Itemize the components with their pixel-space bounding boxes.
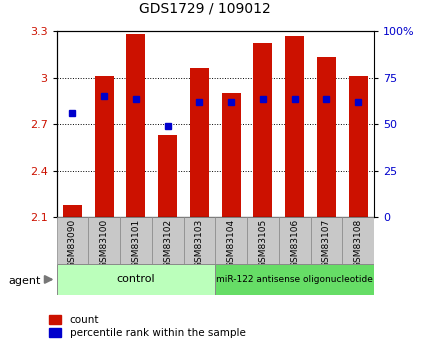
Bar xyxy=(95,76,113,217)
Text: GSM83100: GSM83100 xyxy=(99,219,108,268)
Text: GSM83105: GSM83105 xyxy=(258,219,267,268)
Text: GDS1729 / 109012: GDS1729 / 109012 xyxy=(138,2,270,16)
Legend: count, percentile rank within the sample: count, percentile rank within the sample xyxy=(49,315,245,338)
Text: GSM83103: GSM83103 xyxy=(194,219,204,268)
Bar xyxy=(63,205,82,217)
Bar xyxy=(56,217,88,264)
Bar xyxy=(190,68,208,217)
Bar xyxy=(183,217,215,264)
Bar xyxy=(158,135,177,217)
Bar xyxy=(253,43,272,217)
Bar xyxy=(278,217,310,264)
Bar xyxy=(120,217,151,264)
Text: control: control xyxy=(116,275,155,284)
Text: miR-122 antisense oligonucleotide: miR-122 antisense oligonucleotide xyxy=(216,275,372,284)
Text: GSM83102: GSM83102 xyxy=(163,219,172,268)
Bar xyxy=(348,76,367,217)
Bar xyxy=(126,34,145,217)
Text: GSM83101: GSM83101 xyxy=(131,219,140,268)
Bar xyxy=(88,217,120,264)
Bar xyxy=(151,217,183,264)
Bar xyxy=(215,217,247,264)
Bar xyxy=(221,93,240,217)
Bar xyxy=(342,217,373,264)
Text: GSM83106: GSM83106 xyxy=(289,219,299,268)
Bar xyxy=(215,264,373,295)
Bar xyxy=(285,36,303,217)
Text: GSM83090: GSM83090 xyxy=(68,219,77,268)
Bar xyxy=(247,217,278,264)
Text: GSM83107: GSM83107 xyxy=(321,219,330,268)
Bar xyxy=(56,264,215,295)
Text: GSM83104: GSM83104 xyxy=(226,219,235,268)
Bar xyxy=(316,57,335,217)
Bar xyxy=(310,217,342,264)
Text: GSM83108: GSM83108 xyxy=(353,219,362,268)
Text: agent: agent xyxy=(9,276,41,286)
